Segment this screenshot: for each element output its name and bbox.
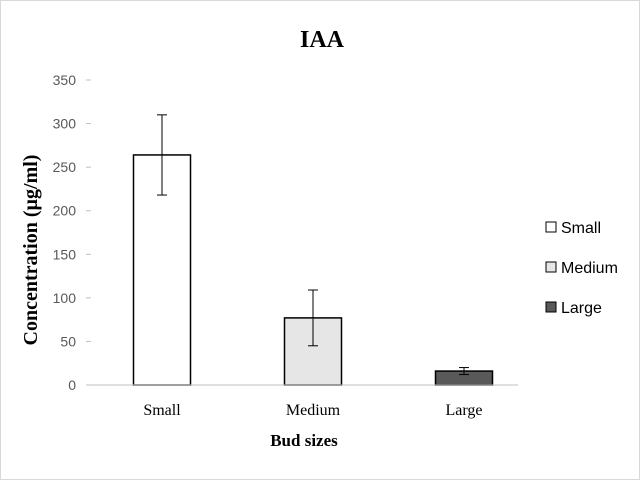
y-tick-label: 100 [53, 290, 77, 306]
legend-swatch [545, 261, 557, 273]
y-tick-label: 350 [53, 72, 77, 88]
y-tick-label: 0 [68, 377, 76, 393]
y-tick-label: 300 [53, 116, 77, 132]
legend: Small Medium Large [545, 220, 618, 317]
x-tick-label: Medium [286, 402, 341, 419]
x-axis: Small Medium Large [91, 384, 518, 419]
y-tick-label: 150 [53, 246, 77, 262]
x-tick-label: Large [445, 402, 482, 419]
legend-label: Medium [561, 260, 618, 277]
y-tick-label: 250 [53, 159, 77, 175]
legend-swatch [545, 301, 557, 313]
legend-label: Large [561, 300, 602, 317]
bars-group [132, 114, 494, 386]
y-axis: 0 50 100 150 200 250 300 350 [53, 72, 91, 393]
y-axis-label: Concentration (µg/ml) [20, 155, 42, 346]
legend-label: Small [561, 220, 601, 237]
y-tick-label: 200 [53, 203, 77, 219]
chart-title: IAA [300, 27, 345, 53]
legend-swatch [545, 221, 557, 233]
x-tick-label: Small [143, 402, 181, 419]
y-tick-label: 50 [60, 333, 76, 349]
x-axis-label: Bud sizes [270, 431, 338, 450]
